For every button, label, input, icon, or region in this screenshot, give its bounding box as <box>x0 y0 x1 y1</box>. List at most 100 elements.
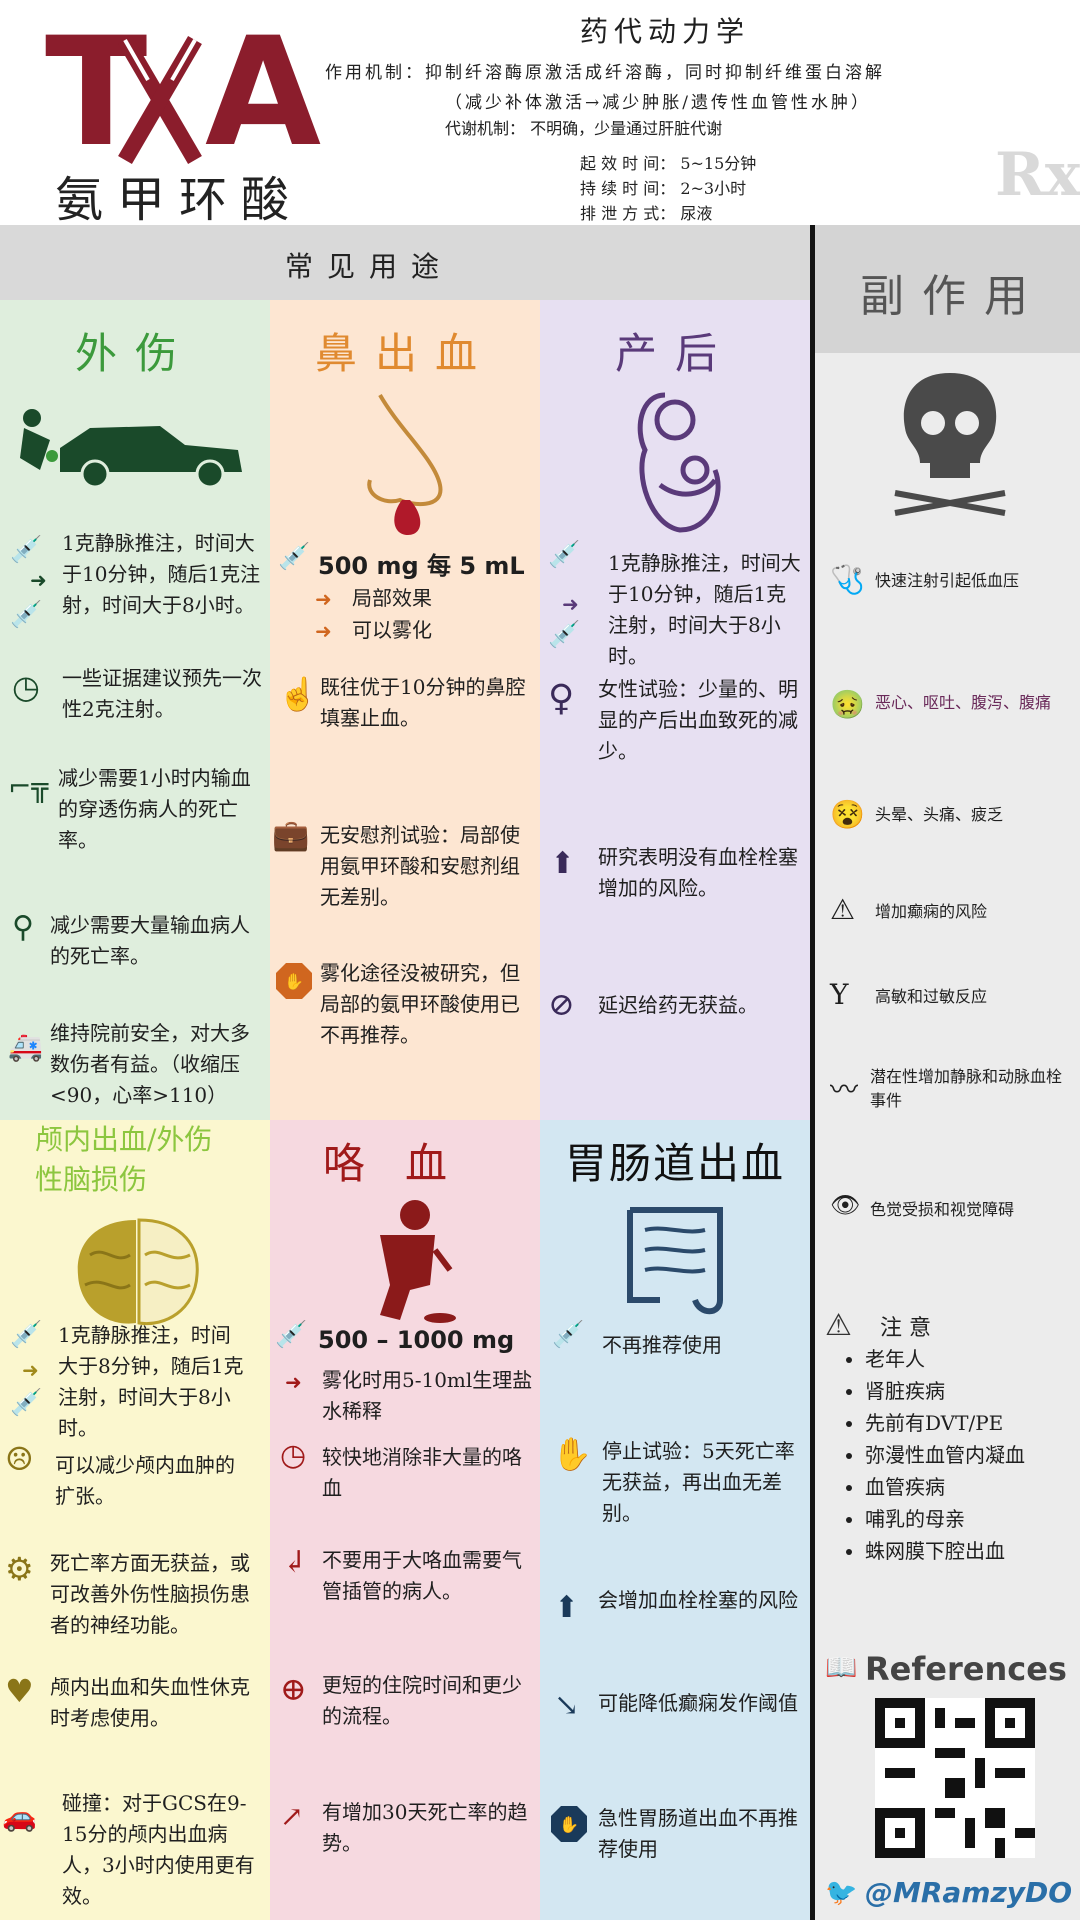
hemoptysis-item-4: 有增加30天死亡率的趋势。 <box>322 1800 528 1855</box>
rx-icon: Rx <box>995 140 1080 210</box>
postpartum-item-2: 女性试验：少量的、明显的产后出血致死的减少。 <box>598 677 798 763</box>
stop-icon: ✋ <box>276 963 312 999</box>
caution-item: 血管疾病 <box>865 1471 1070 1503</box>
syringe-icon: 💉 <box>552 1320 585 1350</box>
trauma-item-3: 减少需要1小时内输血的穿透伤病人的死亡率。 <box>58 766 251 852</box>
gi-item-5: 急性胃肠道出血不再推荐使用 <box>598 1806 798 1861</box>
tbi-item-1: 1克静脉推注，时间大于8分钟，随后1克注射，时间大于8小时。 <box>58 1323 244 1440</box>
syringe-icon: 💉 <box>548 620 581 650</box>
gi-item-3: 会增加血栓栓塞的风险 <box>598 1588 798 1612</box>
mechanism-text: 作用机制：抑制纤溶酶原激活成纤溶酶，同时抑制纤维蛋白溶解 <box>325 63 885 83</box>
medical-plus-icon: ⊕ <box>280 1670 307 1708</box>
side-effects-title: 副作用 <box>860 271 1046 322</box>
postpartum-section: 产后 💉 ➜ 💉 1克静脉推注，时间大于10分钟，随后1克注射，时间大于8小时。… <box>540 300 810 1120</box>
heart-icon: ♥ <box>5 1672 34 1710</box>
trauma-item-5: 维持院前安全，对大多数伤者有益。（收缩压<90，心率>110） <box>50 1021 250 1107</box>
trend-down-icon: ↘ <box>554 1688 580 1723</box>
duration-text: 持 续 时 间： 2~3小时 <box>580 179 747 198</box>
caution-item: 先前有DVT/PE <box>865 1407 1070 1439</box>
epistaxis-item-1: 既往优于10分钟的鼻腔填塞止血。 <box>320 675 526 730</box>
hemoptysis-item-1: 较快地消除非大量的咯血 <box>322 1445 522 1500</box>
hand-icon: ☝ <box>278 675 318 713</box>
hemoptysis-section: 咯血 💉 500 – 1000 mg ➜ 雾化时用5-10ml生理盐水稀释 ◷ … <box>270 1120 540 1920</box>
clock-icon: ◷ <box>280 1438 307 1473</box>
blood-pressure-icon: 🩺 <box>830 563 865 596</box>
epistaxis-title: 鼻出血 <box>314 329 495 378</box>
arrow-right-icon: ➜ <box>315 587 332 611</box>
postpartum-title: 产后 <box>614 329 735 378</box>
tbi-section: 颅内出血/外伤性脑损伤 💉 ➜ 💉 1克静脉推注，时间大于8分钟，随后1克注射，… <box>0 1120 270 1920</box>
trend-up-icon: ↗ <box>280 1800 304 1833</box>
caution-item: 老年人 <box>865 1343 1070 1375</box>
arrow-right-icon: ➜ <box>315 619 332 643</box>
tbi-item-5: 碰撞：对于GCS在9-15分的颅内出血病人，3小时内使用更有效。 <box>62 1791 255 1908</box>
metabolism-text: 代谢机制： 不明确，少量通过肝脏代谢 <box>445 119 723 138</box>
trauma-title: 外伤 <box>74 329 195 378</box>
mother-baby-icon <box>637 392 721 533</box>
caution-item: 弥漫性血管内凝血 <box>865 1439 1070 1471</box>
hemoptysis-item-2: 不要用于大咯血需要气管插管的病人。 <box>322 1548 522 1603</box>
side-effect-3: 头晕、头痛、疲乏 <box>875 805 1004 824</box>
excretion-text: 排 泄 方 式： 尿液 <box>580 204 713 223</box>
blood-vessel-icon: 〰 <box>830 1073 859 1106</box>
side-effect-4: 增加癫痫的风险 <box>875 902 988 921</box>
tbi-item-2: 可以减少颅内血肿的扩张。 <box>55 1453 235 1508</box>
trauma-item-2: 一些证据建议预先一次性2克注射。 <box>62 666 262 721</box>
postpartum-item-4: 延迟给药无获益。 <box>598 993 758 1017</box>
hemoptysis-bullet-1: 雾化时用5-10ml生理盐水稀释 <box>322 1368 533 1423</box>
gi-section: 胃肠道出血 💉 不再推荐使用 ✋ 停止试验：5天死亡率无获益，再出血无差别。 ⬆… <box>540 1120 810 1920</box>
tbi-item-3: 死亡率方面无获益，或可改善外伤性脑损伤患者的神经功能。 <box>50 1551 250 1637</box>
side-effect-7: 色觉受损和视觉障碍 <box>870 1200 1015 1219</box>
header: T A X 氨甲环酸 药代动力学 作用机制：抑制纤溶酶原激活成纤溶酶，同时抑制纤… <box>0 0 1080 228</box>
nose-icon <box>367 394 443 535</box>
side-effect-5: 高敏和过敏反应 <box>875 987 988 1006</box>
crossed-scalpels-icon <box>118 35 202 165</box>
caution-list: 老年人 肾脏疾病 先前有DVT/PE 弥漫性血管内凝血 血管疾病 哺乳的母亲 蛛… <box>845 1343 1070 1567</box>
clock-icon: ◷ <box>12 668 40 706</box>
coughing-person-icon <box>380 1200 456 1323</box>
syringe-icon: 💉 <box>10 600 43 630</box>
svg-text:✋: ✋ <box>559 1815 579 1834</box>
stop-icon: ✋ <box>551 1806 587 1842</box>
epistaxis-item-2: 无安慰剂试验：局部使用氨甲环酸和安慰剂组无差别。 <box>320 823 520 909</box>
eye-slash-icon: 👁 <box>830 1191 861 1219</box>
dizzy-head-icon: 😵 <box>830 798 865 831</box>
qr-code[interactable] <box>875 1698 1035 1858</box>
book-icon: 📖 <box>825 1653 858 1683</box>
twitter-handle[interactable]: @MRamzyDO <box>865 1876 1073 1909</box>
brain-icon <box>77 1218 199 1326</box>
arrow-up-icon: ⬆ <box>550 846 576 881</box>
no-icon: ⊘ <box>548 985 575 1023</box>
caution-item: 肾脏疾病 <box>865 1375 1070 1407</box>
seizure-head-icon: ⚠ <box>830 893 856 926</box>
syringe-icon: 💉 <box>275 1320 308 1350</box>
postpartum-item-1: 1克静脉推注，时间大于10分钟，随后1克注射，时间大于8小时。 <box>608 551 801 668</box>
trauma-section: 外伤 💉 ➜ 💉 1克静脉推注，时间大于10分钟，随后1克注射，时间大于8小时。… <box>0 300 270 1120</box>
hemoptysis-title: 咯血 <box>322 1139 487 1188</box>
ambulance-icon: 🚑 <box>8 1030 43 1063</box>
gi-item-2: 停止试验：5天死亡率无获益，再出血无差别。 <box>602 1439 795 1525</box>
arrow-right-icon: ➜ <box>22 1358 39 1382</box>
references-label: References <box>865 1650 1067 1688</box>
side-effect-2: 恶心、呕吐、腹泻、腹痛 <box>875 693 1052 712</box>
epistaxis-section: 鼻出血 💉 500 mg 每 5 mL ➜ 局部效果 ➜ 可以雾化 ☝ 既往优于… <box>270 300 540 1120</box>
gi-item-4: 可能降低癫痫发作阈值 <box>598 1691 798 1715</box>
arrow-right-icon: ➜ <box>562 592 579 616</box>
gi-title: 胃肠道出血 <box>564 1139 785 1188</box>
arrow-right-icon: ➜ <box>30 568 47 592</box>
side-effects-panel: 🩺 快速注射引起低血压 🤢 恶心、呕吐、腹泻、腹痛 😵 头晕、头痛、疲乏 ⚠ 增… <box>815 353 1080 1920</box>
gi-item-1: 不再推荐使用 <box>602 1333 722 1357</box>
common-uses-band: 常见用途 <box>0 225 810 300</box>
iv-pole-icon: ⚲ <box>12 910 34 945</box>
side-effects-band: 副作用 <box>815 225 1080 353</box>
epistaxis-dose: 500 mg 每 5 mL <box>318 552 525 580</box>
head-gear-icon: ⚙ <box>5 1550 34 1588</box>
hemoptysis-item-3: 更短的住院时间和更少的流程。 <box>322 1673 522 1728</box>
side-effect-1: 快速注射引起低血压 <box>875 571 1020 590</box>
caution-item: 蛛网膜下腔出血 <box>865 1535 1070 1567</box>
trauma-item-4: 减少需要大量输血病人的死亡率。 <box>50 913 250 968</box>
skull-icon <box>894 373 1006 516</box>
tbi-item-4: 颅内出血和失血性休克时考虑使用。 <box>50 1675 250 1730</box>
gun-icon: ⌐╦ <box>8 770 49 803</box>
drug-name: 氨甲环酸 <box>55 172 304 228</box>
